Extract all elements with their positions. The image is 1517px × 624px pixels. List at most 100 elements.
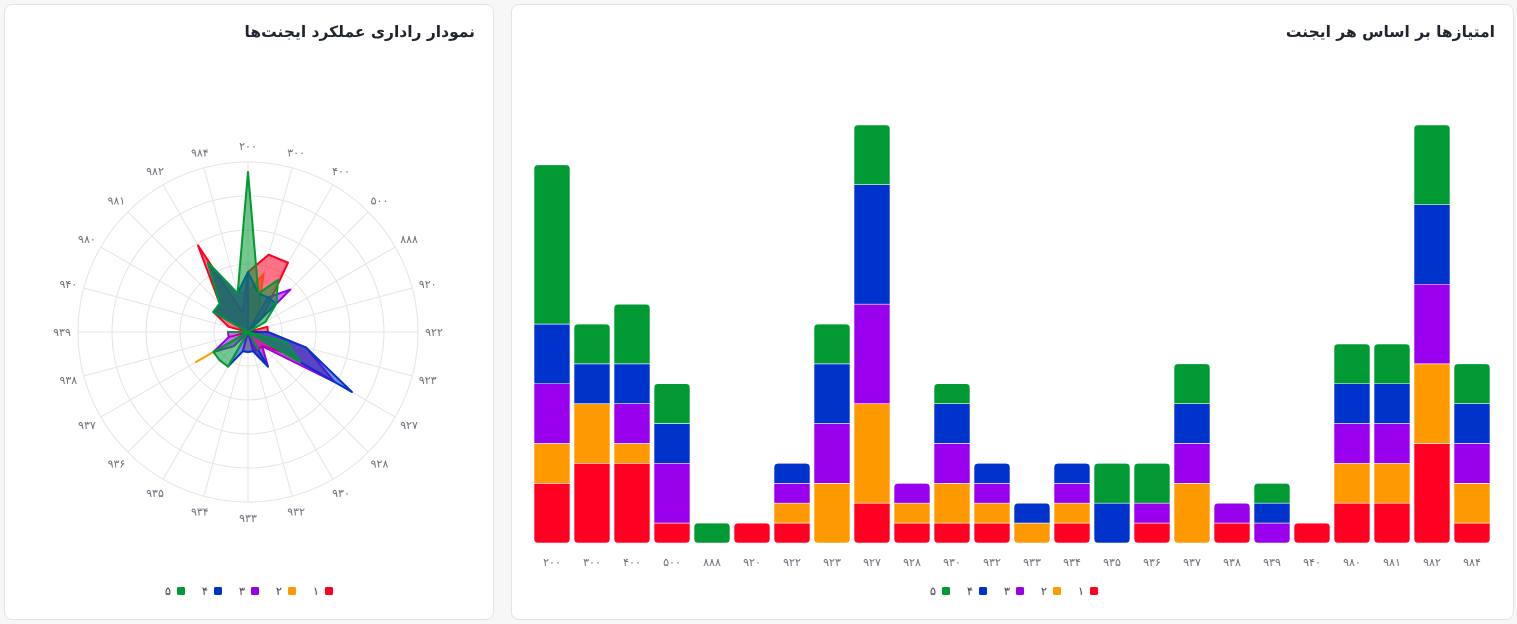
bar-segment-1[interactable]	[1413, 443, 1451, 544]
bar-stack[interactable]	[613, 303, 651, 544]
bar-segment-3[interactable]	[613, 403, 651, 444]
bar-segment-1[interactable]	[893, 522, 931, 544]
bar-segment-5[interactable]	[933, 383, 971, 404]
bar-segment-5[interactable]	[813, 323, 851, 365]
bar-segment-5[interactable]	[613, 303, 651, 365]
bar-segment-4[interactable]	[1253, 502, 1291, 524]
bar-segment-3[interactable]	[1053, 482, 1091, 504]
bar-stack[interactable]	[653, 383, 691, 544]
bar-stack[interactable]	[573, 323, 611, 544]
bar-segment-3[interactable]	[933, 443, 971, 485]
bar-segment-5[interactable]	[1093, 463, 1131, 504]
bar-segment-3[interactable]	[1413, 283, 1451, 365]
bar-segment-3[interactable]	[893, 482, 931, 504]
bar-segment-3[interactable]	[813, 422, 851, 485]
bar-segment-5[interactable]	[1373, 343, 1411, 385]
bar-segment-4[interactable]	[973, 463, 1011, 484]
bar-stack[interactable]	[853, 124, 891, 544]
bar-segment-3[interactable]	[1133, 502, 1171, 524]
bar-segment-4[interactable]	[613, 363, 651, 404]
bar-segment-1[interactable]	[973, 522, 1011, 544]
radar-legend-item-2[interactable]: ۲	[276, 584, 296, 598]
bar-segment-4[interactable]	[653, 423, 691, 464]
bar-segment-3[interactable]	[1373, 423, 1411, 464]
radar-series-5[interactable]	[207, 171, 301, 368]
bar-segment-5[interactable]	[1453, 363, 1491, 404]
bar-legend-item-5[interactable]: ۵	[930, 584, 950, 598]
radar-legend-item-1[interactable]: ۱	[313, 584, 333, 598]
bar-segment-3[interactable]	[853, 303, 891, 404]
bar-segment-2[interactable]	[1453, 482, 1491, 524]
bar-stack[interactable]	[973, 463, 1011, 544]
bar-stack[interactable]	[1133, 463, 1171, 544]
bar-legend-item-3[interactable]: ۳	[1004, 584, 1024, 598]
bar-segment-2[interactable]	[1373, 463, 1411, 504]
bar-stack[interactable]	[533, 164, 571, 544]
bar-segment-3[interactable]	[773, 482, 811, 504]
bar-segment-1[interactable]	[1213, 522, 1251, 544]
bar-segment-1[interactable]	[853, 502, 891, 544]
bar-segment-5[interactable]	[693, 522, 731, 544]
bar-segment-2[interactable]	[773, 502, 811, 524]
bar-segment-2[interactable]	[933, 482, 971, 524]
bar-legend-item-2[interactable]: ۲	[1041, 584, 1061, 598]
bar-segment-5[interactable]	[1173, 363, 1211, 404]
bar-segment-2[interactable]	[533, 443, 571, 484]
bar-segment-4[interactable]	[853, 184, 891, 305]
bar-segment-4[interactable]	[1013, 502, 1051, 524]
radar-legend-item-4[interactable]: ۴	[202, 584, 222, 598]
bar-segment-1[interactable]	[613, 463, 651, 544]
bar-segment-2[interactable]	[893, 502, 931, 524]
radar-legend-item-3[interactable]: ۳	[239, 584, 259, 598]
bar-segment-3[interactable]	[1173, 443, 1211, 484]
bar-segment-4[interactable]	[813, 363, 851, 424]
bar-segment-2[interactable]	[573, 403, 611, 464]
bar-segment-3[interactable]	[1333, 423, 1371, 464]
bar-segment-2[interactable]	[853, 403, 891, 504]
bar-segment-1[interactable]	[933, 522, 971, 544]
bar-segment-4[interactable]	[933, 403, 971, 444]
bar-segment-1[interactable]	[733, 522, 771, 544]
bar-segment-3[interactable]	[653, 463, 691, 524]
bar-legend-item-1[interactable]: ۱	[1078, 584, 1098, 598]
bar-stack[interactable]	[1333, 343, 1371, 544]
bar-stack[interactable]	[1293, 522, 1331, 544]
bar-segment-1[interactable]	[1333, 502, 1371, 544]
bar-segment-4[interactable]	[1453, 403, 1491, 444]
bar-segment-2[interactable]	[1053, 502, 1091, 524]
bar-segment-5[interactable]	[1133, 463, 1171, 504]
bar-stack[interactable]	[893, 482, 931, 544]
bar-segment-4[interactable]	[1333, 383, 1371, 424]
bar-stack[interactable]	[1013, 502, 1051, 544]
bar-segment-5[interactable]	[573, 323, 611, 365]
bar-segment-2[interactable]	[813, 482, 851, 544]
bar-segment-1[interactable]	[653, 522, 691, 544]
bar-stack[interactable]	[933, 383, 971, 544]
bar-stack[interactable]	[813, 323, 851, 544]
bar-segment-2[interactable]	[1333, 463, 1371, 504]
bar-segment-1[interactable]	[533, 482, 571, 544]
bar-segment-3[interactable]	[973, 482, 1011, 504]
bar-stack[interactable]	[773, 463, 811, 544]
bar-segment-3[interactable]	[533, 383, 571, 444]
bar-segment-1[interactable]	[573, 463, 611, 544]
bar-segment-5[interactable]	[853, 124, 891, 186]
bar-segment-4[interactable]	[1413, 204, 1451, 285]
bar-legend-item-4[interactable]: ۴	[967, 584, 987, 598]
bar-segment-2[interactable]	[1413, 363, 1451, 444]
bar-stack[interactable]	[1453, 363, 1491, 544]
bar-segment-1[interactable]	[1293, 522, 1331, 544]
bar-segment-5[interactable]	[1253, 482, 1291, 504]
bar-segment-5[interactable]	[653, 383, 691, 424]
bar-segment-2[interactable]	[613, 443, 651, 464]
bar-stack[interactable]	[1093, 463, 1131, 544]
bar-segment-4[interactable]	[773, 463, 811, 485]
bar-segment-4[interactable]	[1173, 403, 1211, 444]
bar-segment-4[interactable]	[573, 363, 611, 404]
bar-segment-1[interactable]	[1453, 522, 1491, 544]
bar-segment-4[interactable]	[1053, 463, 1091, 484]
bar-stack[interactable]	[693, 522, 731, 544]
bar-segment-5[interactable]	[1333, 343, 1371, 385]
bar-segment-3[interactable]	[1213, 502, 1251, 524]
bar-stack[interactable]	[733, 522, 771, 544]
